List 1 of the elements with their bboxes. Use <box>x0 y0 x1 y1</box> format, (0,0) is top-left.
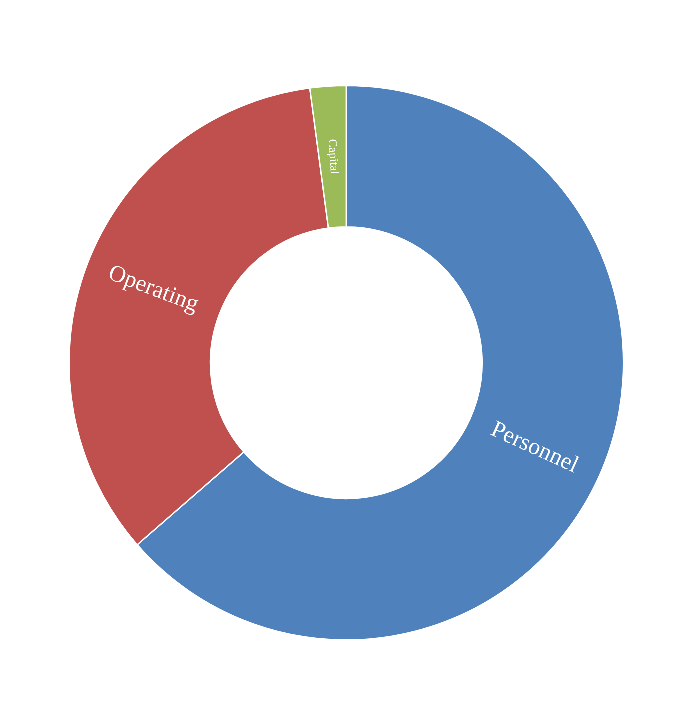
slice-label: Capital <box>326 139 340 175</box>
